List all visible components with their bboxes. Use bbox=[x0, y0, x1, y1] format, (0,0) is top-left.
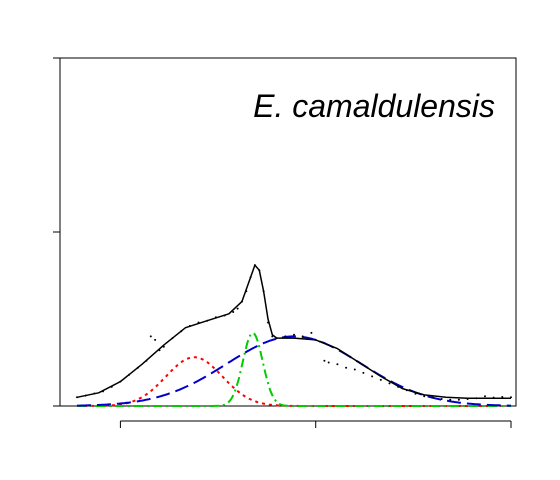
observed-point-2 bbox=[93, 392, 96, 395]
observed-point-55 bbox=[475, 397, 478, 400]
component-curve-1 bbox=[77, 331, 511, 407]
observed-point-19 bbox=[223, 314, 226, 317]
observed-point-35 bbox=[314, 338, 317, 341]
observed-point-7 bbox=[136, 366, 139, 369]
observed-point-20 bbox=[232, 311, 235, 313]
observed-point-30 bbox=[275, 337, 278, 340]
observed-point-10 bbox=[154, 338, 157, 341]
observed-point-36 bbox=[319, 340, 321, 343]
observed-point-18 bbox=[214, 316, 217, 319]
observed-point-12 bbox=[162, 345, 165, 348]
chart-title: E. camaldulensis bbox=[253, 88, 495, 124]
observed-point-32 bbox=[293, 333, 295, 336]
observed-point-56 bbox=[484, 395, 486, 398]
observed-point-29 bbox=[271, 335, 274, 338]
observed-point-47 bbox=[405, 389, 408, 392]
observed-point-0 bbox=[76, 396, 78, 399]
observed-point-13 bbox=[171, 337, 174, 340]
observed-point-23 bbox=[245, 290, 248, 293]
observed-point-50 bbox=[431, 396, 434, 399]
observed-point-5 bbox=[119, 380, 122, 383]
observed-point-48 bbox=[414, 392, 417, 395]
observed-point-52 bbox=[449, 398, 452, 401]
observed-point-53 bbox=[457, 398, 460, 401]
observed-point-27 bbox=[262, 290, 265, 293]
observed-point-31 bbox=[284, 335, 287, 338]
observed-point-39 bbox=[336, 363, 339, 366]
observed-point-40 bbox=[345, 366, 348, 369]
fit-curve bbox=[76, 264, 511, 400]
observed-point-58 bbox=[501, 396, 504, 398]
observed-point-9 bbox=[149, 335, 152, 338]
observed-point-21 bbox=[236, 307, 239, 310]
observed-point-51 bbox=[440, 398, 443, 400]
observed-point-33 bbox=[301, 335, 304, 338]
observed-point-3 bbox=[102, 390, 104, 393]
observed-point-41 bbox=[353, 368, 356, 371]
observed-point-46 bbox=[397, 385, 400, 388]
observed-point-1 bbox=[84, 394, 87, 397]
observed-point-43 bbox=[371, 375, 374, 378]
observed-point-59 bbox=[510, 396, 512, 399]
x-axis-ticks bbox=[119, 420, 512, 428]
observed-point-15 bbox=[188, 325, 191, 327]
observed-point-34 bbox=[310, 331, 313, 334]
observed-point-26 bbox=[258, 269, 261, 272]
observed-point-11 bbox=[158, 349, 161, 352]
observed-point-6 bbox=[128, 373, 131, 376]
observed-point-44 bbox=[379, 378, 382, 381]
component-curve-2 bbox=[77, 335, 511, 407]
observed-point-4 bbox=[110, 385, 113, 388]
observed-point-17 bbox=[206, 319, 209, 322]
observed-point-14 bbox=[180, 330, 183, 333]
observed-point-57 bbox=[492, 396, 495, 399]
observed-point-28 bbox=[267, 321, 269, 324]
observed-point-16 bbox=[197, 321, 200, 324]
observed-point-22 bbox=[240, 300, 243, 303]
observed-point-42 bbox=[362, 371, 365, 374]
observed-point-25 bbox=[253, 264, 256, 267]
observed-point-37 bbox=[323, 359, 326, 362]
y-axis-ticks bbox=[53, 57, 60, 407]
observed-point-45 bbox=[388, 382, 391, 385]
observed-point-54 bbox=[466, 398, 469, 400]
observed-point-38 bbox=[327, 361, 330, 364]
observed-point-8 bbox=[145, 359, 148, 362]
observed-points bbox=[76, 264, 512, 401]
observed-point-49 bbox=[423, 395, 426, 398]
observed-point-24 bbox=[249, 276, 252, 279]
